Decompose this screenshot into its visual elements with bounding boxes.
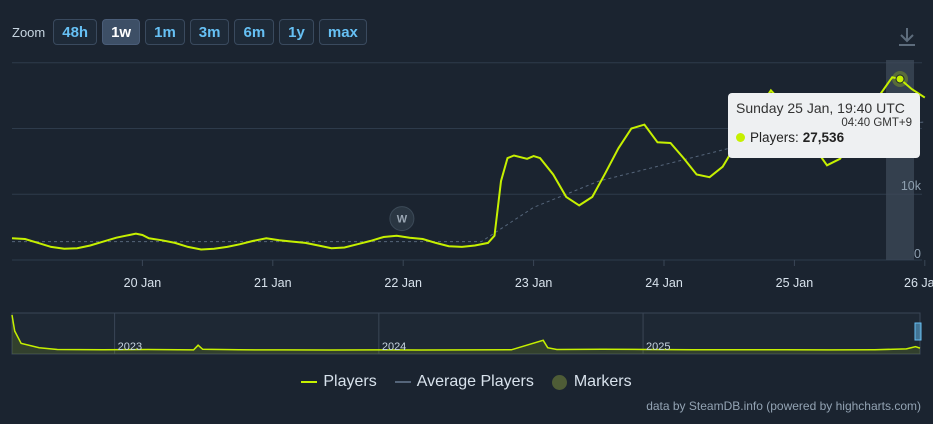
tooltip-date: Sunday 25 Jan, 19:40 UTC bbox=[736, 100, 905, 116]
legend-players-label: Players bbox=[323, 373, 377, 390]
zoom-toolbar: Zoom 48h 1w 1m 3m 6m 1y max bbox=[12, 18, 372, 46]
zoom-max-button[interactable]: max bbox=[318, 19, 367, 45]
y-tick-label: 0 bbox=[914, 247, 921, 261]
zoom-1m-button[interactable]: 1m bbox=[145, 19, 185, 45]
zoom-label: Zoom bbox=[12, 24, 46, 40]
legend-average-swatch bbox=[394, 381, 411, 383]
marker-label: W bbox=[397, 214, 408, 226]
legend-average-label: Average Players bbox=[416, 373, 534, 390]
zoom-6m-button[interactable]: 6m bbox=[234, 19, 275, 45]
credits[interactable]: data by SteamDB.info (powered by highcha… bbox=[646, 399, 921, 413]
legend-markers-swatch bbox=[551, 374, 567, 390]
zoom-3m-button[interactable]: 3m bbox=[189, 19, 230, 45]
legend-item-players[interactable]: Players bbox=[301, 373, 377, 391]
zoom-48h-button[interactable]: 48h bbox=[53, 19, 98, 45]
x-tick-label: 25 Jan bbox=[776, 276, 814, 290]
legend-markers-label: Markers bbox=[573, 373, 632, 390]
navigator[interactable]: 2023 2024 2025 bbox=[11, 312, 922, 355]
marker-w[interactable]: W bbox=[389, 206, 415, 232]
tooltip-value: 27,536 bbox=[802, 130, 845, 145]
y-tick-label: 10k bbox=[901, 179, 922, 193]
legend-item-average[interactable]: Average Players bbox=[394, 373, 534, 391]
x-tick-label: 26 Jan bbox=[904, 276, 933, 290]
marker-circle[interactable] bbox=[389, 206, 415, 232]
tooltip-series-dot bbox=[736, 133, 745, 142]
x-tick-label: 22 Jan bbox=[384, 276, 422, 290]
legend-players-swatch bbox=[301, 381, 318, 383]
tooltip-series-label: Players: bbox=[750, 130, 799, 145]
hover-crosshair-band bbox=[886, 60, 915, 260]
zoom-1w-button[interactable]: 1w bbox=[102, 19, 141, 45]
x-tick-label: 21 Jan bbox=[254, 276, 292, 290]
navigator-line bbox=[11, 314, 921, 351]
tooltip: Sunday 25 Jan, 19:40 UTC 04:40 GMT+9 Pla… bbox=[728, 93, 920, 158]
navigator-range-handle[interactable] bbox=[914, 322, 922, 341]
tooltip-row: Players: 27,536 bbox=[736, 130, 912, 145]
zoom-1y-button[interactable]: 1y bbox=[279, 19, 314, 45]
navigator-background bbox=[11, 312, 921, 355]
navigator-year-label: 2023 bbox=[118, 341, 142, 353]
navigator-year-label: 2024 bbox=[382, 341, 406, 353]
x-tick-label: 24 Jan bbox=[645, 276, 683, 290]
legend-item-markers[interactable]: Markers bbox=[551, 373, 632, 391]
x-tick-label: 23 Jan bbox=[515, 276, 553, 290]
legend: Players Average Players Markers bbox=[0, 371, 933, 393]
navigator-year-label: 2025 bbox=[646, 341, 670, 353]
tooltip-timezone: 04:40 GMT+9 bbox=[841, 117, 912, 129]
download-icon[interactable] bbox=[896, 26, 918, 48]
x-tick-label: 20 Jan bbox=[124, 276, 162, 290]
hover-point bbox=[895, 74, 905, 84]
